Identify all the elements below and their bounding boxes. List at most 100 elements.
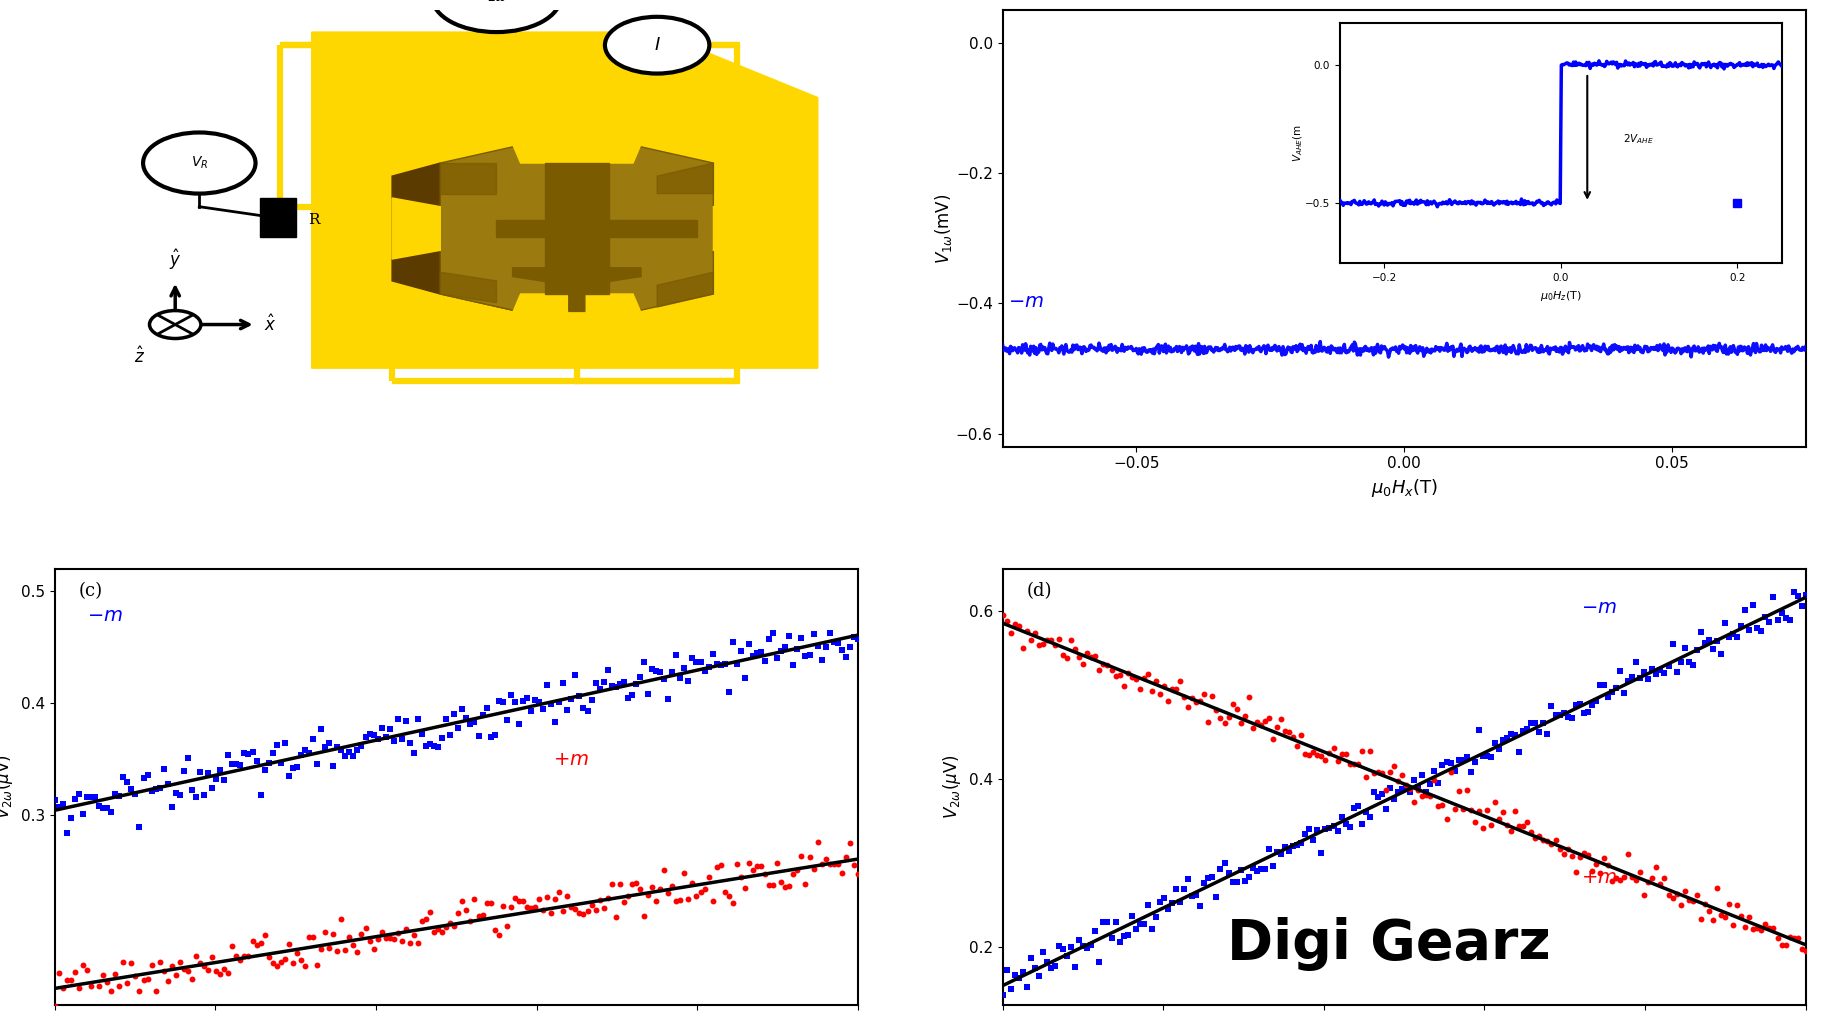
Point (1564, 849, 1593, 865)
Point (1019, 625, 1048, 641)
Point (1152, 693, 1181, 709)
Point (645, 880, 675, 897)
Point (1557, 847, 1586, 864)
Point (1342, 755, 1371, 772)
Point (496, 686, 525, 703)
Point (80, 1002, 109, 1019)
Point (80, 789, 109, 805)
Point (157, 957, 186, 974)
Point (625, 668, 654, 684)
Point (1581, 856, 1610, 872)
Point (835, 639, 864, 656)
Circle shape (149, 311, 201, 339)
Point (569, 700, 598, 716)
Point (1234, 689, 1263, 706)
Point (1282, 738, 1311, 754)
Point (1262, 718, 1291, 735)
Point (1105, 935, 1134, 951)
Point (806, 652, 835, 668)
Point (1641, 666, 1670, 682)
Point (1737, 921, 1766, 938)
Point (399, 745, 428, 761)
Point (294, 929, 323, 945)
Point (303, 756, 332, 773)
Point (53, 825, 82, 841)
Point (782, 641, 811, 658)
Point (290, 742, 319, 758)
Point (819, 856, 848, 872)
Point (1367, 764, 1396, 781)
Point (1035, 959, 1065, 976)
Point (1411, 787, 1440, 803)
Point (423, 739, 452, 755)
Point (828, 641, 857, 658)
Point (536, 696, 565, 712)
Point (412, 738, 441, 754)
Point (222, 755, 252, 772)
Point (492, 918, 521, 935)
Point (1577, 863, 1606, 879)
Point (520, 693, 549, 709)
Point (1145, 894, 1174, 910)
Point (1387, 767, 1416, 784)
Point (483, 926, 512, 943)
Point (1201, 889, 1231, 905)
Point (613, 887, 642, 904)
Point (396, 935, 425, 951)
Point (1770, 610, 1799, 627)
Point (64, 980, 93, 996)
Point (1407, 788, 1437, 804)
Point (1641, 859, 1670, 875)
Point (1225, 862, 1254, 878)
Point (113, 774, 142, 790)
Point (766, 643, 795, 660)
Point (669, 865, 698, 881)
Point (1544, 841, 1573, 858)
Point (755, 631, 784, 647)
Point (500, 694, 529, 710)
Point (1601, 870, 1630, 886)
Point (279, 955, 308, 972)
Point (1271, 838, 1300, 855)
Point (798, 861, 828, 877)
Point (509, 894, 538, 910)
Point (798, 626, 828, 642)
Point (1717, 917, 1746, 934)
Point (1189, 685, 1218, 702)
Point (1158, 895, 1187, 911)
Point (1790, 587, 1819, 603)
Point (1214, 709, 1243, 725)
Point (1584, 676, 1613, 693)
Point (1282, 836, 1311, 853)
Point (1460, 754, 1489, 771)
Point (1285, 835, 1314, 852)
Point (157, 799, 186, 816)
Point (755, 876, 784, 893)
Point (1258, 731, 1287, 747)
Point (1548, 705, 1577, 721)
Point (589, 674, 618, 690)
Point (549, 674, 578, 690)
Point (560, 667, 589, 683)
Point (525, 694, 554, 710)
Point (605, 876, 634, 893)
Point (350, 919, 379, 936)
Point (658, 664, 687, 680)
Point (1746, 921, 1776, 938)
Point (673, 891, 702, 907)
Point (1721, 897, 1750, 913)
Point (67, 957, 97, 974)
Point (246, 787, 275, 803)
Point (1391, 777, 1420, 793)
Point (1664, 654, 1694, 670)
Point (622, 874, 651, 891)
Point (1777, 584, 1807, 600)
Point (343, 742, 372, 758)
Point (1318, 819, 1347, 835)
Point (738, 861, 767, 877)
Point (1770, 937, 1799, 953)
Polygon shape (392, 163, 439, 294)
Point (89, 966, 118, 983)
Point (1540, 831, 1570, 847)
Point (1681, 886, 1710, 903)
